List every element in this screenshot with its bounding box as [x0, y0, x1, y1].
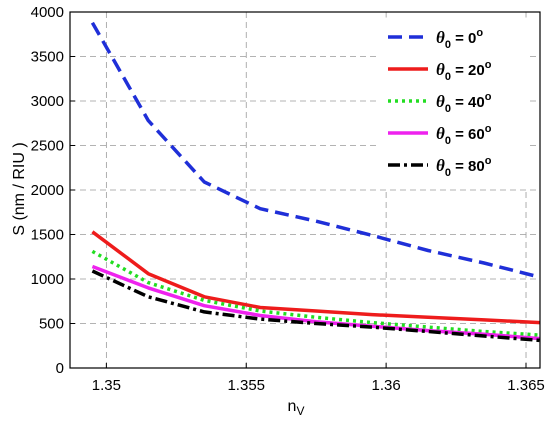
legend-label-4: θ0 = 80o: [436, 155, 492, 179]
x-axis-title-main: n: [288, 398, 297, 415]
series-layer: [90, 21, 541, 343]
x-tick-label: 1.36: [372, 377, 401, 394]
legend-label-0: θ0 = 0o: [436, 27, 483, 51]
y-tick-label: 0: [56, 360, 64, 377]
y-tick-label: 3000: [31, 93, 64, 110]
y-tick-label: 1000: [31, 271, 64, 288]
series-line-4: [91, 269, 541, 343]
legend-label-3: θ0 = 60o: [436, 123, 492, 147]
y-tick-labels: 0 500 1000 1500 2000 2500 3000 3500 4000: [31, 4, 64, 377]
y-tick-label: 500: [39, 316, 64, 333]
y-tick-label: 4000: [31, 4, 64, 21]
legend-label-2: θ0 = 40o: [436, 91, 492, 115]
y-axis-title: S (nm / RIU ): [11, 142, 28, 235]
y-tick-label: 3500: [31, 49, 64, 66]
x-axis-title-sub: V: [296, 404, 304, 418]
y-tick-label: 2500: [31, 138, 64, 155]
legend-box: [377, 17, 527, 189]
x-tick-label: 1.35: [92, 377, 121, 394]
ticks: [70, 11, 527, 369]
y-tick-label: 1500: [31, 227, 64, 244]
series-line-2: [91, 249, 541, 337]
x-tick-label: 1.365: [507, 377, 545, 394]
series-line-0: [90, 21, 541, 279]
y-tick-label: 2000: [31, 182, 64, 199]
series-line-3: [91, 264, 541, 341]
series-line-1: [91, 230, 541, 325]
x-axis-title: nV: [288, 398, 305, 418]
legend: θ0 = 0o θ0 = 20o θ0 = 40o θ0 = 60o θ0 = 80o: [377, 17, 527, 189]
x-tick-label: 1.355: [227, 377, 265, 394]
legend-label-1: θ0 = 20o: [436, 59, 492, 83]
x-tick-labels: 1.35 1.355 1.36 1.365: [92, 377, 545, 394]
